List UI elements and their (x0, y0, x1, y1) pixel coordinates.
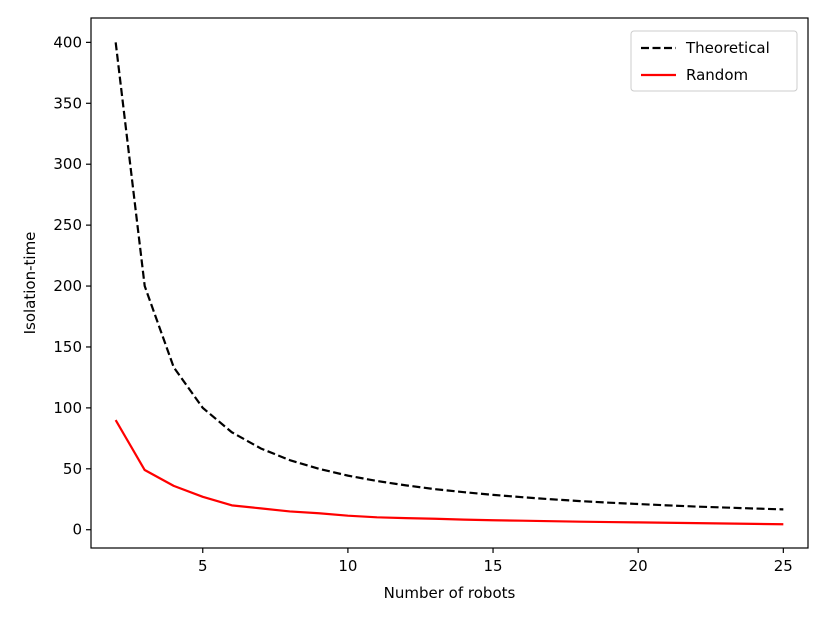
legend-label-theoretical: Theoretical (685, 39, 770, 57)
x-axis-label: Number of robots (384, 584, 516, 602)
y-axis-label: Isolation-time (21, 232, 39, 335)
plot-frame (90, 17, 809, 549)
legend-label-random: Random (686, 66, 748, 84)
x-tick-label: 5 (198, 557, 208, 575)
x-tick-label: 15 (483, 557, 502, 575)
x-tick-label: 25 (774, 557, 793, 575)
x-tick-label: 20 (629, 557, 648, 575)
y-tick-label: 0 (72, 521, 82, 539)
legend: Theoretical Random (630, 30, 798, 92)
series-line-random (114, 419, 784, 526)
y-tick-label: 250 (53, 216, 82, 234)
y-tick-label: 50 (63, 460, 82, 478)
x-tick-label: 10 (338, 557, 357, 575)
y-tick-label: 300 (53, 155, 82, 173)
y-tick-label: 100 (53, 399, 82, 417)
y-axis-ticks: 0 50 100 150 200 250 300 350 400 (53, 33, 91, 539)
plot-lines (114, 42, 784, 526)
series-line-theoretical (114, 42, 784, 511)
x-axis-ticks: 5 10 15 20 25 (198, 548, 793, 575)
y-tick-label: 150 (53, 338, 82, 356)
y-tick-label: 200 (53, 277, 82, 295)
y-tick-label: 350 (53, 94, 82, 112)
y-tick-label: 400 (53, 33, 82, 51)
